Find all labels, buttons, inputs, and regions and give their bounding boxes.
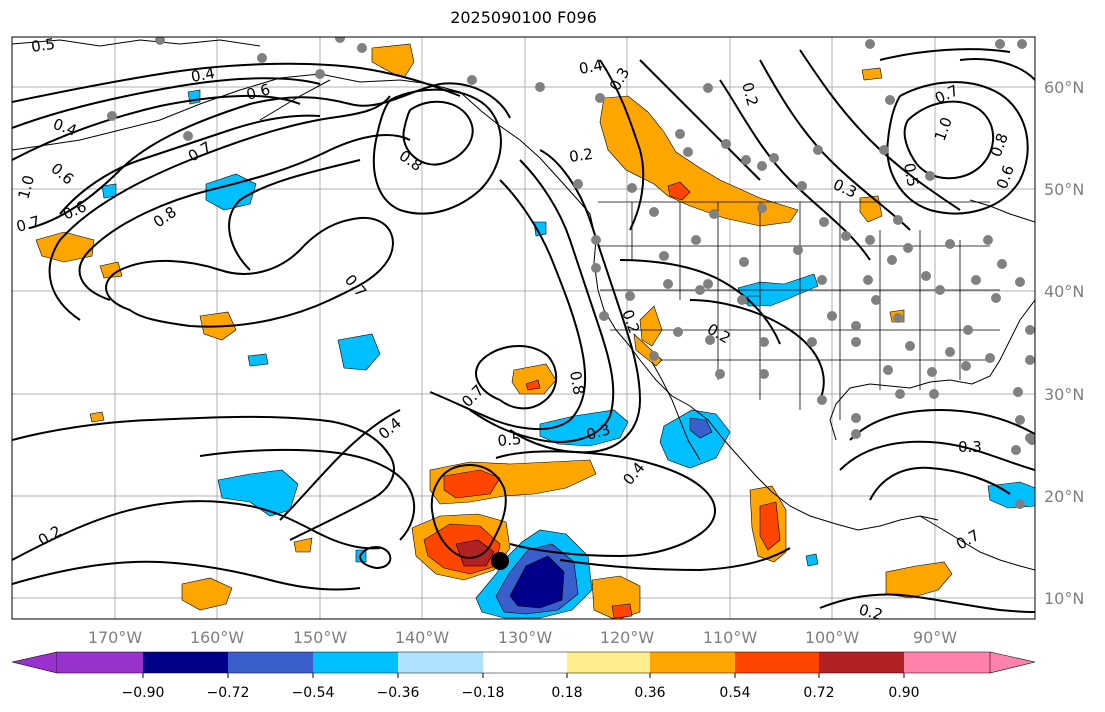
shade-positive (181, 577, 233, 611)
shade-positive (639, 305, 663, 347)
colorbar-segment (567, 652, 650, 673)
shade-negative (539, 409, 629, 447)
state-borders (598, 201, 1000, 420)
colorbar-segment (483, 652, 567, 673)
shade-positive (293, 537, 313, 553)
colorbar-segment (819, 652, 904, 673)
lon-label: 150°W (293, 628, 348, 647)
lon-label: 120°W (600, 628, 655, 647)
lon-label: 140°W (395, 628, 450, 647)
colorbar-segment (398, 652, 483, 673)
shade-positive (89, 411, 105, 423)
latitude-labels: 60°N 50°N 40°N 30°N 20°N 10°N (1044, 78, 1084, 608)
colorbar-min-extend (11, 651, 58, 674)
colorbar-tick-label: −0.54 (292, 685, 335, 701)
lat-label: 60°N (1044, 78, 1084, 97)
shade-negative (805, 553, 819, 567)
lon-label: 100°W (805, 628, 860, 647)
shade-negative (533, 221, 547, 237)
shade-positive (599, 95, 799, 227)
colorbar-tick-label: −0.72 (207, 685, 250, 701)
contour-label: 0.7 (14, 212, 42, 236)
contour-label: 0.3 (958, 438, 982, 456)
lon-label: 160°W (190, 628, 245, 647)
shade-strong (667, 181, 691, 201)
lat-label: 40°N (1044, 282, 1084, 301)
map-background (12, 37, 1035, 619)
colorbar-segment (650, 652, 735, 673)
colorbar-segment (143, 652, 228, 673)
storm-position-marker (491, 552, 509, 570)
colorbar-tick-label: 0.18 (551, 685, 582, 701)
shade-deepest (509, 555, 565, 609)
colorbar-tick-label: 0.72 (803, 685, 834, 701)
shade-strong (759, 501, 781, 551)
colorbar-segment (735, 652, 819, 673)
lat-label: 30°N (1044, 385, 1084, 404)
colorbar-segment (57, 652, 143, 673)
shade-strongest (455, 539, 495, 567)
colorbar: −0.90 −0.72 −0.54 −0.36 −0.18 0.18 0.36 … (11, 651, 1036, 701)
map-title: 2025090100 F096 (450, 8, 597, 27)
lat-label: 20°N (1044, 487, 1084, 506)
shade-negative (659, 409, 731, 469)
lon-label: 110°W (703, 628, 758, 647)
shade-strong (443, 469, 501, 499)
contour-label: 0.5 (497, 430, 522, 450)
shade-positive (99, 261, 123, 279)
observation-dots (107, 37, 1035, 509)
contour-label: 0.2 (738, 80, 762, 108)
lat-label: 50°N (1044, 180, 1084, 199)
lon-label: 170°W (88, 628, 143, 647)
shade-positive (511, 363, 557, 395)
colorbar-segment (904, 652, 990, 673)
contour-label: 0.6 (244, 80, 272, 104)
colorbar-tick-label: 0.54 (719, 685, 750, 701)
shade-negative (337, 333, 381, 371)
longitude-labels: 170°W 160°W 150°W 140°W 130°W 120°W 110°… (88, 628, 957, 647)
contour-label: 0.8 (566, 370, 588, 397)
contour-label: 1.0 (14, 173, 38, 201)
shade-negative (205, 173, 257, 211)
lon-label: 90°W (913, 628, 957, 647)
contour-label: 0.5 (30, 35, 56, 56)
colorbar-tick-label: 0.36 (634, 685, 665, 701)
shade-positive (861, 67, 883, 81)
lat-label: 10°N (1044, 589, 1084, 608)
colorbar-segment (313, 652, 398, 673)
contour-label: 0.3 (584, 420, 612, 444)
shade-negative (247, 353, 269, 367)
contour-label: 0.5 (900, 162, 922, 189)
contour-lines (12, 48, 1035, 613)
colorbar-tick-label: −0.18 (462, 685, 505, 701)
colorbar-max-extend (989, 651, 1036, 674)
contour-label: 0.2 (568, 145, 594, 166)
shade-positive (35, 231, 95, 263)
shade-positive (859, 195, 883, 223)
shade-strong (611, 603, 633, 619)
colorbar-tick-label: 0.90 (888, 685, 919, 701)
contour-label: 0.2 (857, 600, 885, 624)
contour-label: 0.4 (190, 64, 217, 86)
contour-label: 0.4 (578, 56, 605, 78)
shade-negative (187, 89, 201, 105)
shade-deep (689, 417, 713, 439)
colorbar-segment (228, 652, 313, 673)
map-frame (11, 36, 1036, 620)
colorbar-tick-label: −0.90 (122, 685, 165, 701)
colorbar-tick-label: −0.36 (377, 685, 420, 701)
shade-strong (525, 379, 541, 391)
lon-label: 130°W (498, 628, 553, 647)
